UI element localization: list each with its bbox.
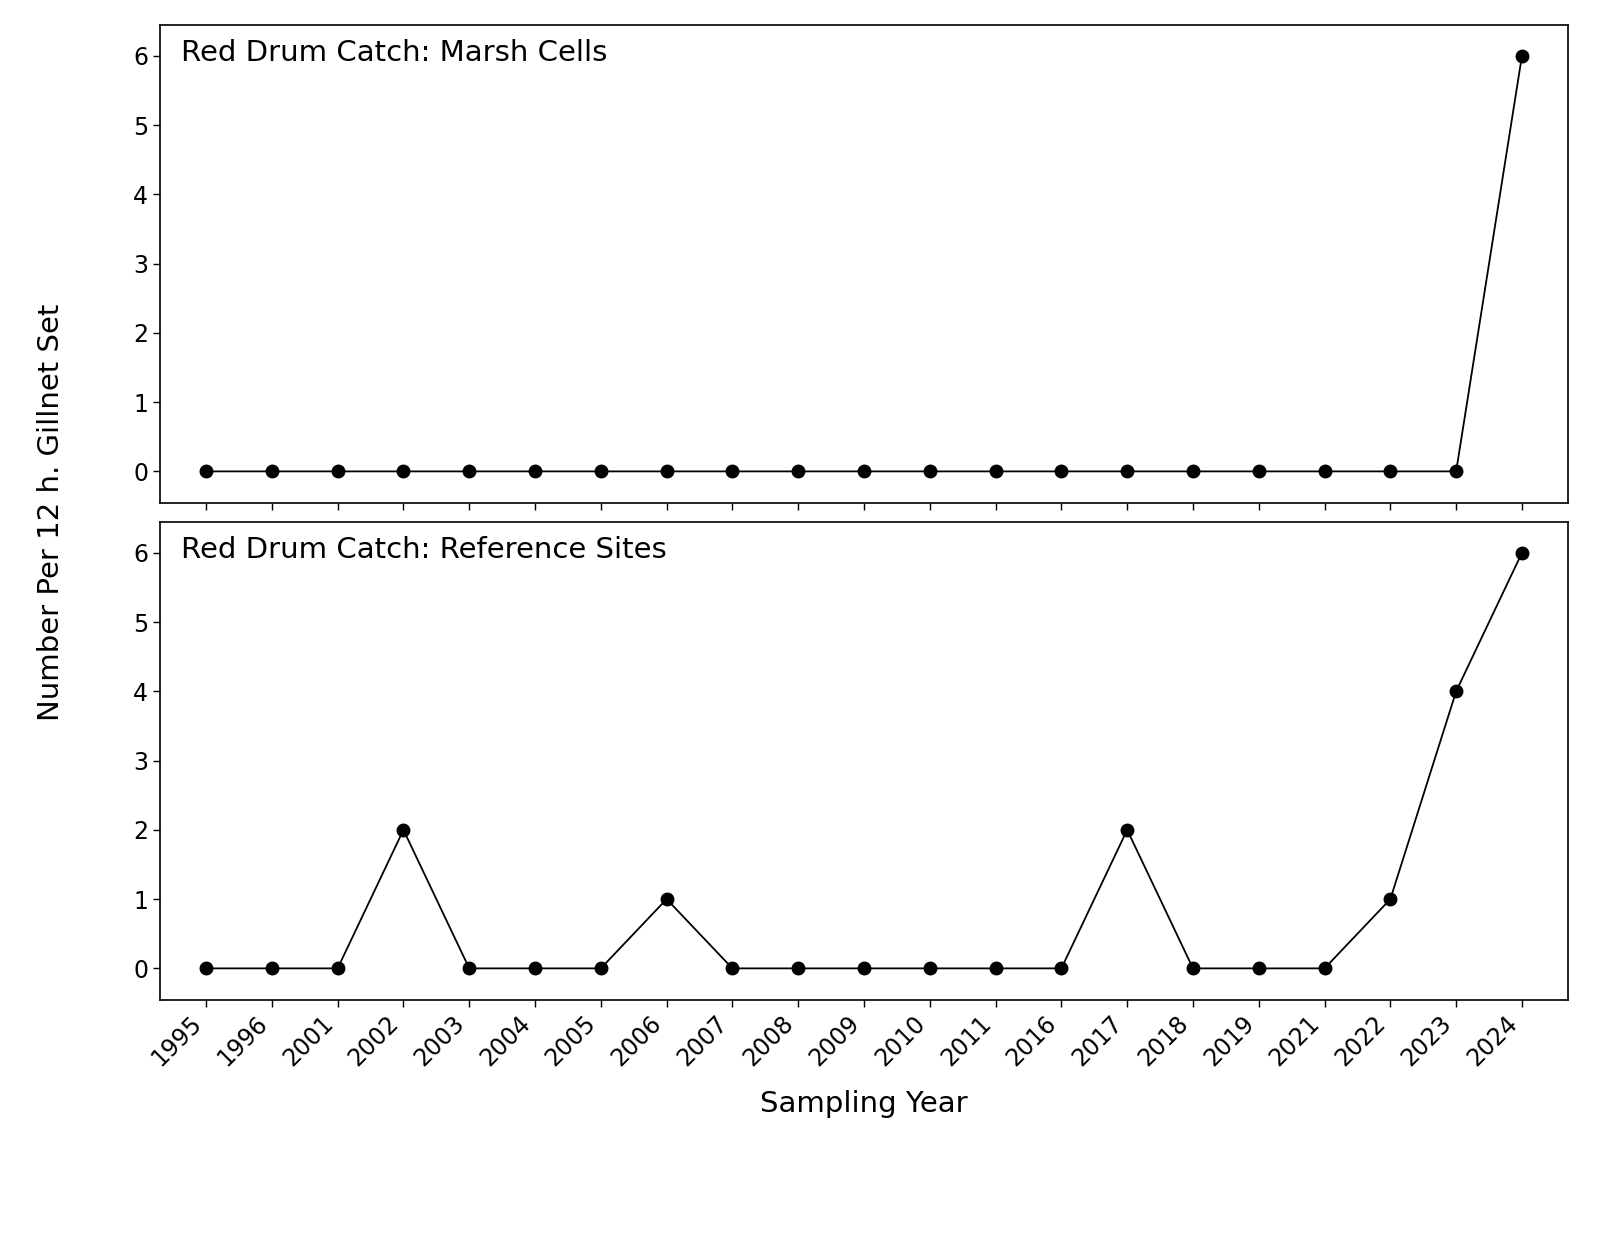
Text: Red Drum Catch: Marsh Cells: Red Drum Catch: Marsh Cells <box>181 39 608 67</box>
Text: Red Drum Catch: Reference Sites: Red Drum Catch: Reference Sites <box>181 536 667 564</box>
Text: Number Per 12 h. Gillnet Set: Number Per 12 h. Gillnet Set <box>37 304 66 721</box>
X-axis label: Sampling Year: Sampling Year <box>760 1091 968 1118</box>
